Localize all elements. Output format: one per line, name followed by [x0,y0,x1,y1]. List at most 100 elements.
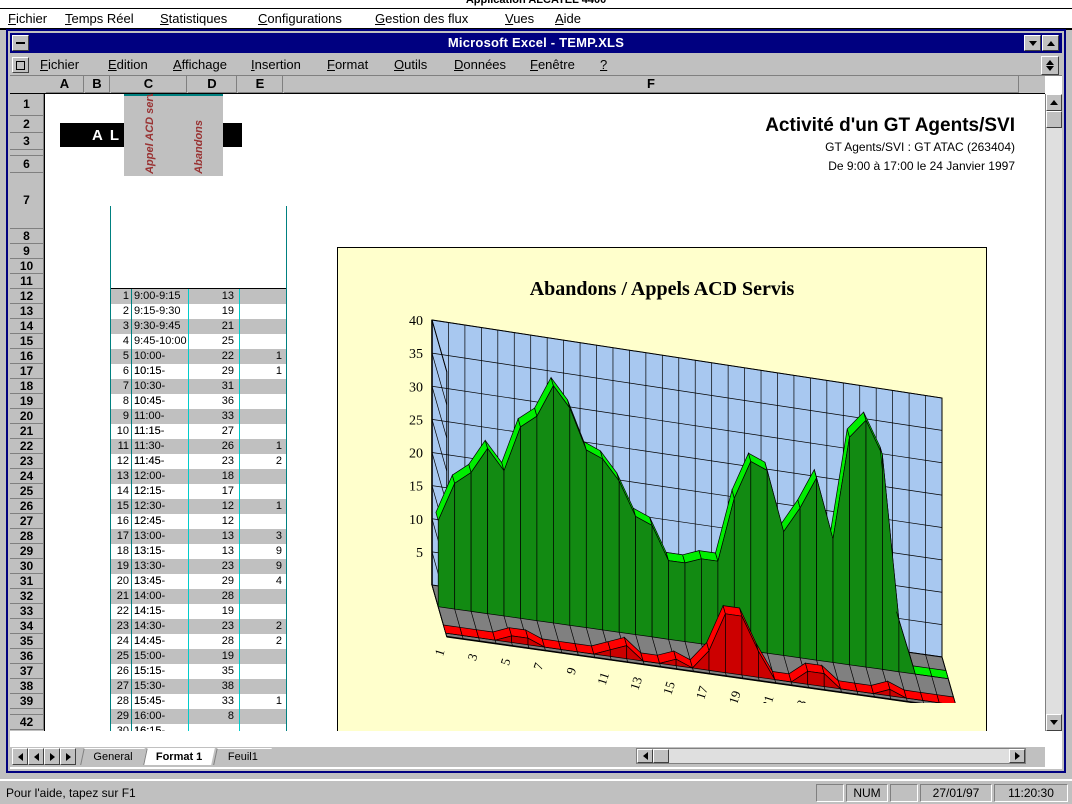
excel-menu-item-3[interactable]: Insertion [251,57,301,72]
tab-last-button[interactable] [60,748,76,765]
scroll-down-button[interactable] [1046,714,1062,731]
row-header-22[interactable]: 22 [10,439,44,454]
row-header-32[interactable]: 32 [10,589,44,604]
row-header-19[interactable]: 19 [10,394,44,409]
table-row[interactable]: 810:45-11:0036 [110,394,287,422]
row-header-hidden[interactable] [10,150,44,156]
table-row[interactable]: 1 9:00-9:15 13 [110,289,287,304]
row-header-23[interactable]: 23 [10,454,44,469]
excel-menu-item-8[interactable]: ? [600,57,608,72]
excel-menu-item-5[interactable]: Outils [394,57,428,72]
row-header-15[interactable]: 15 [10,334,44,349]
excel-menu-item-1[interactable]: Edition [108,57,148,72]
chart-object[interactable]: Abandons / Appels ACD Servis 5 10 15 20 25 30… [337,247,987,731]
row-header-29[interactable]: 29 [10,544,44,559]
table-row[interactable]: 25 15:00-15:15 19 [110,649,287,677]
row-header-36[interactable]: 36 [10,649,44,664]
table-row[interactable]: 7 10:30-10:45 31 [110,379,287,407]
app-menu-item-4[interactable]: Gestion des flux [375,11,469,26]
worksheet-horizontal-scrollbar[interactable] [636,748,1026,764]
app-menu-item-5[interactable]: Vues [505,11,535,26]
app-menu-item-0[interactable]: Fichier [8,11,48,26]
table-row[interactable]: 29 16:00-16:15 8 [110,709,287,731]
excel-menu-item-4[interactable]: Format [327,57,369,72]
sheet-tab-format-1[interactable]: Format 1 [143,748,215,765]
column-header-a[interactable]: A [46,76,84,93]
table-row[interactable]: 27 15:30-15:45 38 [110,679,287,707]
row-header-18[interactable]: 18 [10,379,44,394]
row-header-17[interactable]: 17 [10,364,44,379]
row-header-9[interactable]: 9 [10,244,44,259]
column-header-c[interactable]: C [111,76,187,93]
app-menu-item-2[interactable]: Statistiques [160,11,228,26]
row-header-hidden[interactable] [10,709,44,715]
row-header-39[interactable]: 39 [10,694,44,709]
row-header-27[interactable]: 27 [10,514,44,529]
excel-maximize-button[interactable] [1042,35,1059,51]
row-header-30[interactable]: 30 [10,559,44,574]
row-header-6[interactable]: 6 [10,156,44,173]
row-header-31[interactable]: 31 [10,574,44,589]
column-header-e[interactable]: E [238,76,283,93]
vertical-scroll-thumb[interactable] [1046,111,1062,128]
row-header-28[interactable]: 28 [10,529,44,544]
excel-titlebar[interactable]: Microsoft Excel - TEMP.XLS [10,33,1062,53]
worksheet-canvas[interactable]: ALCATEL Activité d'un GT Agents/SVI GT A… [46,94,1045,731]
row-header-3[interactable]: 3 [10,133,44,150]
scroll-up-button[interactable] [1046,94,1062,111]
row-header-12[interactable]: 12 [10,289,44,304]
row-header-34[interactable]: 34 [10,619,44,634]
document-system-menu-button[interactable] [12,57,29,73]
app-menu-item-6[interactable]: Aide [555,11,582,26]
row-header-38[interactable]: 38 [10,679,44,694]
table-row[interactable]: 13 12:00-12:15 18 [110,469,287,497]
row-header-14[interactable]: 14 [10,319,44,334]
column-header-f[interactable]: F [284,76,1019,93]
table-row[interactable]: 11 11:30-11:45 26 1 [110,439,287,467]
table-row[interactable]: 3 9:30-9:45 21 [110,319,287,334]
row-header-42[interactable]: 42 [10,715,44,730]
sheet-tab-navigation[interactable] [12,748,76,765]
excel-menu-item-2[interactable]: Affichage [173,57,227,72]
row-header-7[interactable]: 7 [10,173,44,229]
row-header-1[interactable]: 1 [10,94,44,116]
tab-first-button[interactable] [12,748,28,765]
row-header-35[interactable]: 35 [10,634,44,649]
scroll-right-button[interactable] [1009,749,1025,763]
tab-next-button[interactable] [44,748,60,765]
table-row[interactable]: 5 10:00-10:15 22 1 [110,349,287,377]
row-header-20[interactable]: 20 [10,409,44,424]
excel-minimize-button[interactable] [1024,35,1041,51]
excel-menu-item-0[interactable]: Fichier [40,57,80,72]
table-row[interactable]: 4 9:45-10:00 25 [110,334,287,349]
document-restore-button[interactable] [1041,56,1059,75]
table-row[interactable]: 17 13:00-13:15 13 3 [110,529,287,557]
row-header-26[interactable]: 26 [10,499,44,514]
horizontal-scroll-thumb[interactable] [653,749,669,763]
table-row[interactable]: 9 11:00-11:15 33 [110,409,287,437]
sheet-tab-general[interactable]: General [80,748,146,765]
table-row[interactable]: 15 12:30-12:45 12 1 [110,499,287,527]
row-header-37[interactable]: 37 [10,664,44,679]
scroll-left-button[interactable] [637,749,653,763]
tab-prev-button[interactable] [28,748,44,765]
row-header-21[interactable]: 21 [10,424,44,439]
worksheet-vertical-scrollbar[interactable] [1045,94,1062,731]
row-header-13[interactable]: 13 [10,304,44,319]
vertical-scroll-track[interactable] [1046,111,1062,714]
table-row[interactable]: 23 14:30-14:45 23 2 [110,619,287,647]
excel-menu-item-7[interactable]: Fenêtre [530,57,575,72]
table-row[interactable]: 610:15-10:30291 [110,364,287,392]
table-row[interactable]: 19 13:30-13:45 23 9 [110,559,287,587]
table-row[interactable]: 2 9:15-9:30 19 [110,304,287,319]
